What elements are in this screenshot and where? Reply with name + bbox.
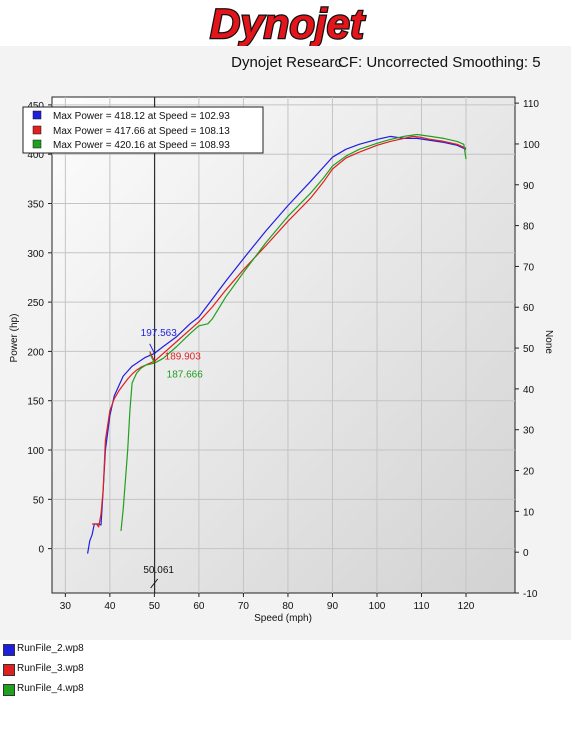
file-color-swatch	[3, 684, 15, 696]
legend: Max Power = 418.12 at Speed = 102.93 Max…	[22, 106, 264, 154]
y2-tick-label: 0	[523, 548, 529, 559]
file-color-swatch	[3, 664, 15, 676]
y2-tick-label: 40	[523, 385, 535, 396]
plot-area	[51, 96, 516, 594]
legend-entry: Max Power = 417.66 at Speed = 108.13	[53, 126, 230, 137]
y-tick-label: 0	[38, 545, 44, 556]
file-name: RunFile_2.wp8	[17, 643, 84, 654]
y-tick-label: 200	[27, 347, 44, 358]
cursor-value-label: 187.666	[167, 370, 204, 381]
series-line-3	[120, 133, 467, 531]
legend-entry: Max Power = 420.16 at Speed = 108.93	[53, 140, 230, 151]
cursor-label: 50.061	[143, 565, 174, 576]
x-axis: 30 40 50 60 70 80 90 100 110 120	[60, 593, 475, 612]
series-lines	[87, 133, 467, 554]
y2-tick-label: 110	[523, 99, 539, 110]
logo-text: Dynojet	[210, 0, 366, 46]
y2-tick-label: 60	[523, 303, 535, 314]
y2-tick-label: 90	[523, 181, 535, 192]
x-tick-label: 30	[60, 601, 72, 612]
y2-tick-label: -10	[523, 589, 538, 600]
cursor-value-arrow	[149, 351, 156, 362]
file-color-swatch	[3, 644, 15, 656]
y2-tick-label: 80	[523, 222, 535, 233]
x-axis-title: Speed (mph)	[254, 613, 312, 624]
y2-tick-label: 10	[523, 507, 535, 518]
x-tick-label: 50	[149, 601, 161, 612]
x-tick-label: 110	[414, 601, 430, 612]
header-title: Dynojet Researc	[231, 54, 342, 71]
x-tick-label: 80	[282, 601, 294, 612]
file-name: RunFile_3.wp8	[17, 663, 84, 674]
y-tick-label: 250	[27, 298, 44, 309]
x-tick-label: 70	[238, 601, 250, 612]
chart-header: Dynojet Researc CF: Uncorrected Smoothin…	[0, 54, 571, 76]
logo-banner: Dynojet	[0, 0, 571, 48]
x-tick-label: 90	[327, 601, 339, 612]
legend-box	[22, 106, 264, 154]
cursor-value-arrow	[149, 353, 156, 364]
legend-swatch-green	[32, 139, 42, 149]
legend-swatch-blue	[32, 110, 42, 120]
cursor-value-label: 189.903	[165, 351, 202, 362]
x-tick-label: 120	[458, 601, 475, 612]
x-tick-label: 100	[369, 601, 386, 612]
y-tick-label: 300	[27, 249, 44, 260]
y-tick-label: 150	[27, 397, 44, 408]
dynojet-logo: Dynojet	[209, 0, 368, 48]
y2-tick-label: 30	[523, 426, 535, 437]
y-tick-label: 400	[27, 150, 44, 161]
header-correction: CF: Uncorrected Smoothing: 5	[338, 54, 541, 71]
y-tick-label: 100	[27, 446, 44, 457]
series-line-2	[92, 135, 467, 528]
y-axis-title: Power (hp)	[9, 314, 20, 363]
y2-tick-label: 100	[523, 140, 540, 151]
y2-tick-label: 20	[523, 467, 535, 478]
y-axis-right: -10 0 10 20 30 40 50 60 70 80 90 100 110	[515, 99, 540, 600]
file-name: RunFile_4.wp8	[17, 683, 84, 694]
y-tick-label: 350	[27, 199, 44, 210]
legend-entry: Max Power = 418.12 at Speed = 102.93	[53, 111, 230, 122]
y2-axis-title: None	[543, 330, 554, 354]
y2-tick-label: 50	[523, 344, 535, 355]
y-tick-label: 50	[33, 495, 45, 506]
y-axis-left: 0 50 100 150 200 250 300 350 400 450	[27, 101, 52, 556]
y-tick-label: 450	[27, 101, 44, 112]
x-tick-label: 60	[193, 601, 205, 612]
cursor-value-arrow	[149, 343, 156, 355]
dyno-chart: 30 40 50 60 70 80 90 100 110 120 0501001502002503…	[9, 96, 554, 624]
cursor[interactable]: 50.061 197.563 189.903 187.666	[141, 97, 204, 593]
x-tick-label: 40	[104, 601, 116, 612]
cursor-arrow	[150, 578, 159, 589]
y2-tick-label: 70	[523, 262, 535, 273]
legend-swatch-red	[32, 125, 42, 135]
cursor-value-label: 197.563	[141, 328, 178, 339]
